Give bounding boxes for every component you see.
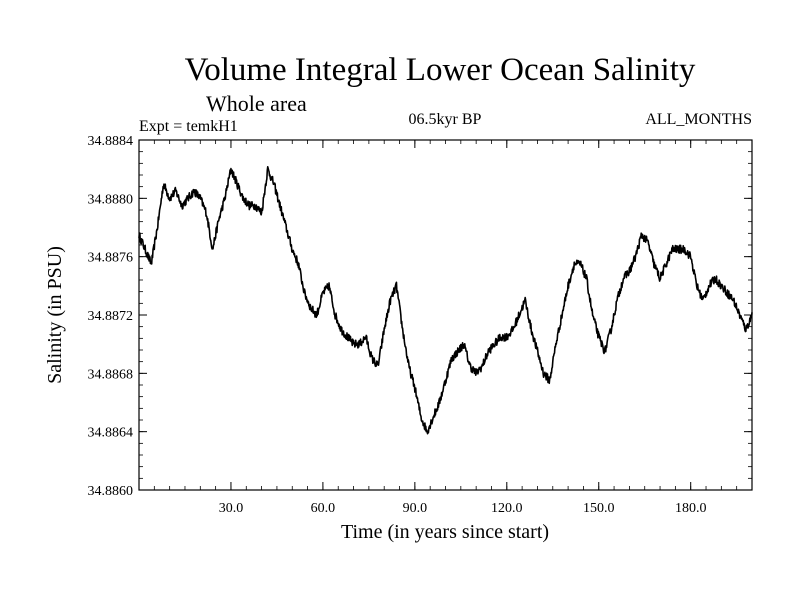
- y-axis: 34.8860 34.8864 34.8868 34.8872 34.8876 34.88…: [88, 134, 752, 499]
- y-tick-label: 34.8880: [88, 192, 134, 207]
- y-tick-label: 34.8860: [88, 484, 134, 499]
- plot-frame: [138, 139, 753, 491]
- period-label: 06.5kyr BP: [409, 111, 482, 128]
- x-tick-label: 60.0: [311, 501, 336, 516]
- y-axis-label: Salinity (in PSU): [44, 246, 66, 384]
- y-tick-label: 34.8876: [88, 251, 134, 266]
- x-tick-label: 30.0: [219, 501, 244, 516]
- x-tick-label: 180.0: [675, 501, 707, 516]
- chart-subtitle: Whole area: [206, 91, 307, 116]
- experiment-label: Expt = temkH1: [139, 118, 238, 135]
- x-tick-label: 120.0: [491, 501, 523, 516]
- x-tick-label: 150.0: [583, 501, 615, 516]
- x-axis-label: Time (in years since start): [341, 521, 549, 543]
- y-tick-label: 34.8872: [88, 309, 134, 324]
- x-tick-label: 90.0: [403, 501, 428, 516]
- y-tick-label: 34.8864: [88, 426, 134, 441]
- chart-title: Volume Integral Lower Ocean Salinity: [185, 52, 696, 88]
- y-tick-label: 34.8884: [88, 134, 134, 149]
- series-line-salinity: [138, 166, 753, 435]
- series-layer: [138, 166, 753, 435]
- months-label: ALL_MONTHS: [645, 111, 752, 128]
- y-tick-label: 34.8868: [88, 367, 134, 382]
- x-axis: 30.0 60.0 90.0 120.0 150.0 180.0: [153, 140, 738, 516]
